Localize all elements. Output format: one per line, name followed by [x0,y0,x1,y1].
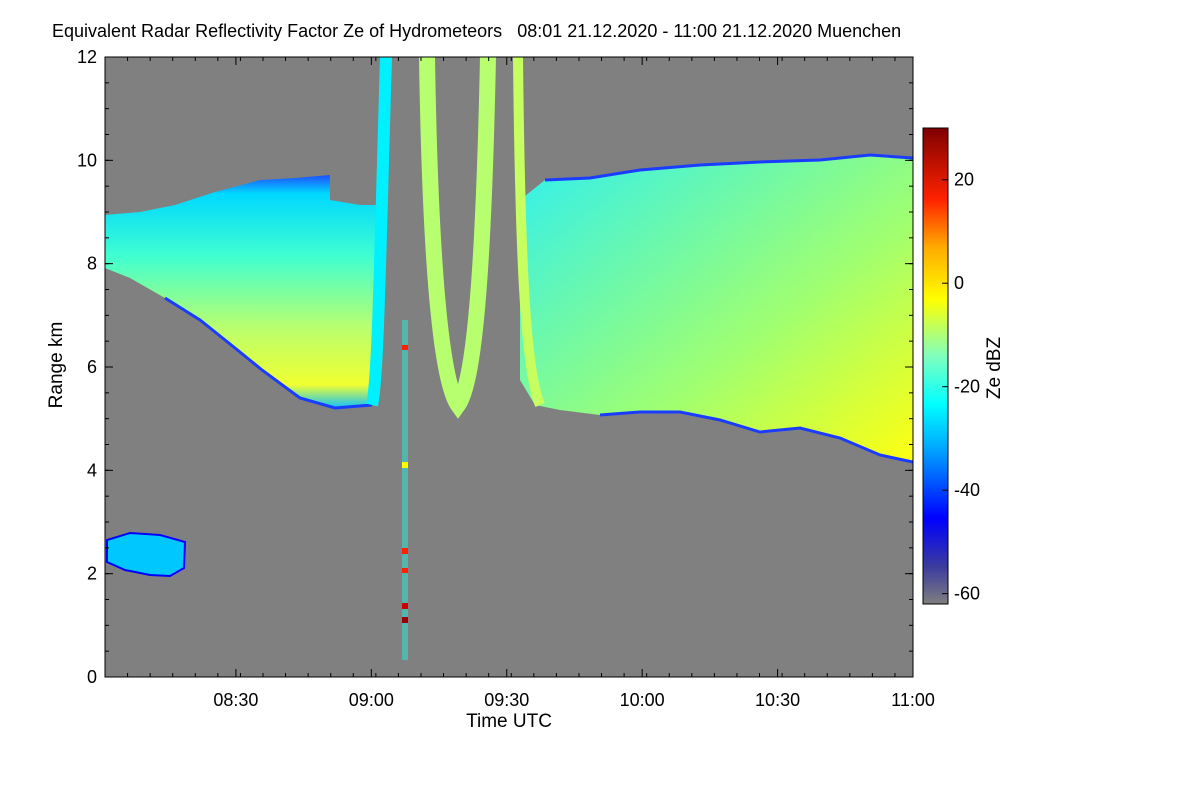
arch-1 [366,57,392,407]
y-tick-label: 6 [87,357,97,377]
y-tick-label: 12 [77,47,97,67]
colorbar-tick-label: -40 [954,480,980,500]
clutter-spot-6 [402,617,408,623]
y-tick-label: 8 [87,254,97,274]
x-tick-label: 09:30 [484,690,529,710]
chart-title: Equivalent Radar Reflectivity Factor Ze … [52,21,901,42]
clutter-spot-1 [402,345,408,350]
y-axis: 0 2 4 6 8 10 12 [77,47,913,687]
chart-title-text: Equivalent Radar Reflectivity Factor Ze … [52,21,503,41]
colorbar-tick-label: 0 [954,273,964,293]
x-tick-label: 08:30 [213,690,258,710]
x-tick-label: 10:30 [755,690,800,710]
colorbar-tick-label: -60 [954,584,980,604]
cloud-base-edge-right [599,410,913,464]
colorbar-tick-label: 20 [954,170,974,190]
x-tick-label: 10:00 [620,690,665,710]
cloud-top-edge-right [544,153,913,182]
y-tick-label: 10 [77,150,97,170]
cloud-base-edge-left [164,296,373,410]
colorbar [922,127,949,605]
clutter-spot-5 [402,603,408,609]
colorbar-title: Ze dBZ [984,336,1005,399]
arch-3 [513,57,545,407]
clutter-spot-3 [402,548,408,554]
cloud-layer-right [520,155,913,462]
clutter-spot-4 [402,568,408,573]
y-tick-label: 0 [87,667,97,687]
low-cloud [106,531,187,578]
colorbar-tick-label: -20 [954,377,980,397]
x-tick-label: 09:00 [349,690,394,710]
cloud-layer-left [105,175,378,408]
chart-subtitle: 08:01 21.12.2020 - 11:00 21.12.2020 Muen… [517,21,902,41]
x-tick-label: 11:00 [891,690,935,710]
x-axis-title: Time UTC [466,711,552,732]
y-axis-title: Range km [46,322,67,409]
y-tick-label: 2 [87,564,97,584]
clutter-spot-2 [402,462,408,468]
y-tick-label: 4 [87,460,97,480]
reflectivity-field [105,57,913,660]
clutter-column [402,320,408,660]
colorbar-axis: 20 0 -20 -40 -60 [942,170,980,604]
arch-2 [419,57,496,419]
x-axis: 08:30 09:00 09:30 10:00 10:30 11:00 [104,57,935,710]
